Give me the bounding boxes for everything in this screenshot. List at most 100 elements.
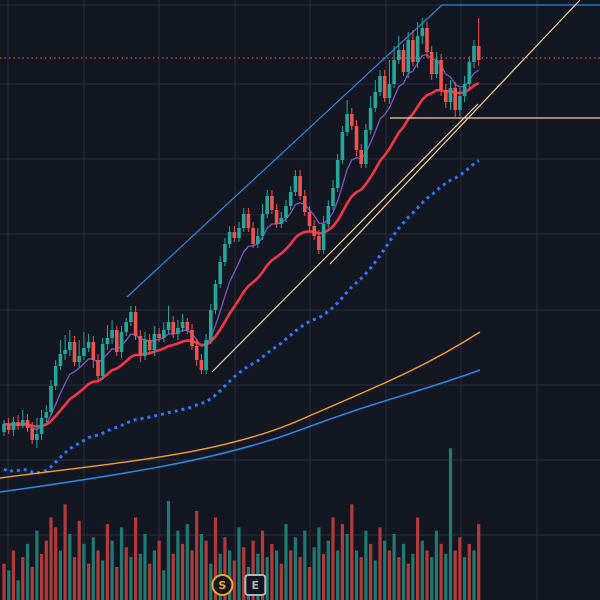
candle-body xyxy=(317,236,321,250)
volume-bar xyxy=(35,530,39,600)
volume-bar xyxy=(430,557,434,600)
volume-bar xyxy=(176,530,180,600)
volume-bar xyxy=(298,557,302,600)
candle-body xyxy=(53,366,58,386)
candle-body xyxy=(359,150,363,164)
candle-body xyxy=(162,330,166,338)
volume-bar xyxy=(279,563,283,600)
candle-body xyxy=(68,342,72,350)
volume-bar xyxy=(350,504,354,600)
badge-label: E xyxy=(252,579,260,592)
candle-body xyxy=(204,340,208,370)
candle-body xyxy=(77,356,81,362)
candle-body xyxy=(11,422,16,430)
badge-label: S xyxy=(218,579,226,592)
trend-channel-drawings[interactable] xyxy=(126,0,600,373)
sma-dotted-line xyxy=(3,159,480,475)
ema-fast-line xyxy=(3,54,480,431)
candle-body xyxy=(288,192,293,206)
candle-body xyxy=(425,28,429,52)
volume-bar xyxy=(72,557,77,600)
volume-bar xyxy=(392,534,396,600)
volume-bar xyxy=(105,524,109,600)
volume-bar xyxy=(354,550,359,600)
volume-bars xyxy=(2,448,481,600)
volume-bar xyxy=(289,550,293,600)
volume-bar xyxy=(378,527,382,600)
volume-bar xyxy=(420,540,424,600)
candle-body xyxy=(21,420,25,426)
candle-body xyxy=(227,232,232,244)
candle-body xyxy=(448,88,453,102)
volume-bar xyxy=(68,534,72,600)
candle-body xyxy=(171,322,175,334)
volume-bar xyxy=(284,524,288,600)
volume-bar xyxy=(458,537,462,600)
badge-split[interactable]: S xyxy=(211,574,234,596)
volume-bar xyxy=(345,534,349,600)
candle-body xyxy=(321,224,326,250)
candle-body xyxy=(312,226,316,236)
moving-averages xyxy=(0,54,481,493)
volume-bar xyxy=(171,553,175,600)
volume-bar xyxy=(213,517,218,600)
volume-bar xyxy=(49,517,53,600)
volume-bar xyxy=(54,527,58,600)
volume-bar xyxy=(129,557,133,600)
candle-body xyxy=(39,418,44,434)
volume-bar xyxy=(312,547,316,600)
candle-body xyxy=(96,360,100,376)
candle-body xyxy=(6,424,11,430)
candle-body xyxy=(401,50,406,72)
volume-bar xyxy=(30,567,34,600)
volume-bar xyxy=(11,550,15,600)
volume-bar xyxy=(199,534,203,600)
volume-bar xyxy=(143,534,147,600)
candle-body xyxy=(368,108,373,130)
candle-body xyxy=(157,334,161,338)
volume-bar xyxy=(444,553,448,600)
volume-bar xyxy=(44,540,48,600)
candle-body xyxy=(350,114,354,126)
candle-body xyxy=(105,338,110,344)
candle-body xyxy=(100,344,105,376)
volume-bar xyxy=(110,540,114,600)
candle-body xyxy=(265,196,269,214)
volume-bar xyxy=(251,540,255,600)
volume-bar xyxy=(181,543,185,600)
candle-body xyxy=(58,354,63,366)
candle-body xyxy=(256,236,260,244)
volume-bar xyxy=(467,543,471,600)
candle-body xyxy=(397,50,401,60)
volume-bar xyxy=(411,553,415,600)
candle-body xyxy=(335,160,340,188)
volume-bar xyxy=(40,553,44,600)
candle-body xyxy=(25,420,30,428)
candle-body xyxy=(307,212,312,226)
candle-body xyxy=(143,340,147,356)
candle-body xyxy=(115,330,119,352)
candle-body xyxy=(44,412,49,418)
volume-bar xyxy=(124,547,128,600)
volume-bar xyxy=(228,550,232,600)
volume-bar xyxy=(209,563,213,600)
candle-body xyxy=(147,340,152,350)
channel-upper-blue xyxy=(126,4,443,298)
volume-bar xyxy=(195,510,199,600)
volume-bar xyxy=(77,520,81,600)
candle-body xyxy=(364,130,368,164)
candlesticks xyxy=(2,18,481,448)
volume-bar xyxy=(359,557,363,600)
volume-bar xyxy=(148,563,152,600)
badge-earnings[interactable]: E xyxy=(244,574,267,596)
candle-body xyxy=(476,46,481,60)
candle-body xyxy=(213,284,218,310)
candle-body xyxy=(176,328,180,334)
candle-body xyxy=(303,196,307,212)
volume-bar xyxy=(425,550,429,600)
volume-bar xyxy=(166,501,171,600)
candle-body xyxy=(30,428,34,440)
